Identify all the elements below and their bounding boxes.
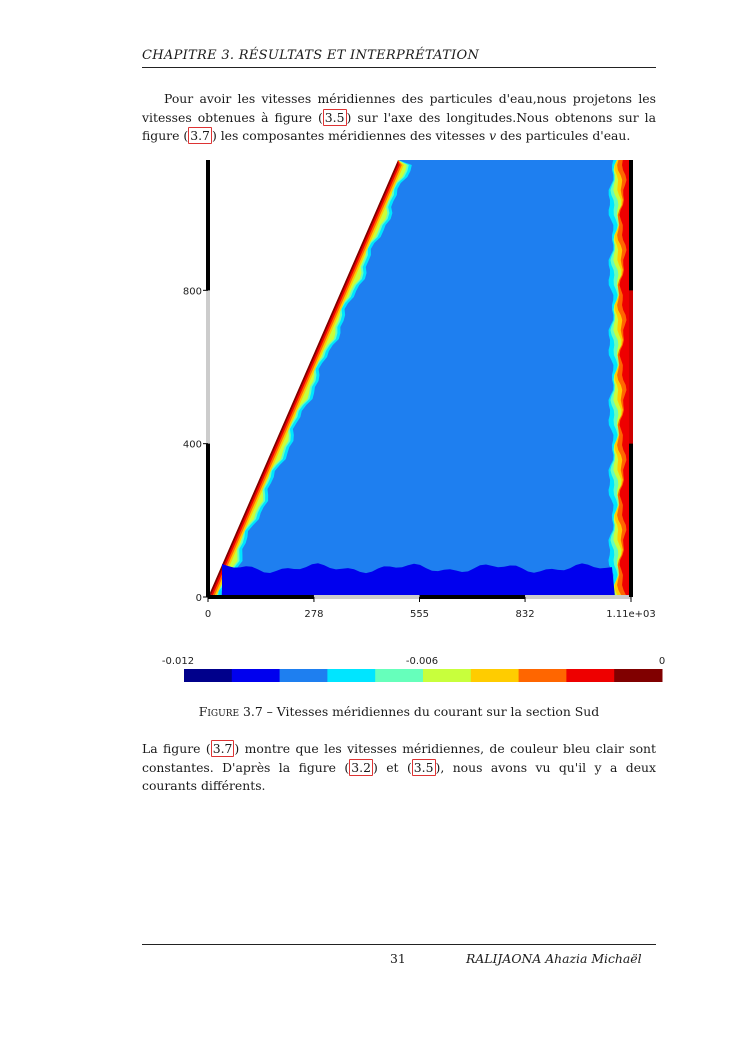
colorbar-swatch (375, 669, 424, 682)
colorbar: -0.012 -0.006 0 (162, 656, 665, 682)
x-tick-label: 0 (205, 609, 211, 620)
author-name: RALIJAONA Ahazia Michaël (466, 951, 642, 966)
colorbar-label: -0.012 (162, 656, 194, 667)
colorbar-swatch (231, 669, 281, 682)
y-tick-label: 0 (196, 593, 202, 604)
text-run: ) montre que les vitesses méridiennes, d… (142, 741, 657, 775)
caption-sep: – (262, 704, 277, 719)
colorbar-swatch (470, 669, 520, 682)
colorbar-swatch (566, 669, 615, 682)
colorbar-label: 0 (659, 656, 665, 667)
text-run: ) sur l'axe des longitudes.Nous obtenons… (142, 109, 656, 144)
figure-link[interactable]: 3.7 (188, 127, 212, 144)
y-tick-label: 800 (183, 286, 202, 297)
x-tick-label: 278 (304, 609, 323, 620)
land-mask (208, 160, 398, 597)
footer-rule (142, 944, 656, 945)
y-tick-label: 400 (183, 440, 202, 451)
plot-area (208, 160, 631, 597)
figure-link[interactable]: 3.7 (210, 740, 235, 757)
text-run: ), nous avons vu qu'il y a deux courants… (142, 759, 656, 794)
figure-caption: Figure 3.7 – Vitesses méridiennes du cou… (142, 704, 656, 719)
x-tick-label: 555 (410, 609, 429, 620)
colorbar-swatch (184, 669, 233, 682)
east-boundary-band (619, 160, 631, 597)
chapter-header: CHAPITRE 3. RÉSULTATS ET INTERPRÉTATION (142, 48, 656, 68)
text-run: La figure ( (142, 741, 211, 756)
colorbar-swatch (327, 669, 376, 682)
velocity-contour-figure: 0 278 555 832 1.11e+03 0 400 800 -0.012 -0.006 0 (162, 160, 665, 682)
text-run: ) et ( (372, 759, 412, 775)
colorbar-swatch (279, 669, 328, 682)
text-run: ) les composantes méridiennes des vitess… (211, 128, 490, 143)
x-tick-label: 1.11e+03 (606, 609, 656, 620)
text-run: Pour avoir les vitesses méridiennes des … (142, 91, 656, 125)
paragraph-discussion: La figure (3.7) montre que les vitesses … (142, 740, 656, 796)
figure-link[interactable]: 3.5 (411, 758, 436, 776)
math-variable: v (489, 128, 497, 143)
interior-region (208, 160, 617, 597)
x-tick-label: 832 (516, 609, 535, 620)
colorbar-swatch (423, 669, 472, 682)
caption-text: Vitesses méridiennes du courant sur la s… (276, 704, 600, 719)
page-number: 31 (390, 951, 406, 966)
axes: 0 278 555 832 1.11e+03 0 400 800 (183, 160, 656, 620)
figure-link[interactable]: 3.5 (322, 108, 347, 126)
colorbar-swatch (518, 669, 567, 682)
paragraph-intro: Pour avoir les vitesses méridiennes des … (142, 90, 656, 146)
caption-label: Figure 3.7 (198, 704, 263, 719)
bottom-layer (222, 563, 615, 597)
text-run: des particules d'eau. (496, 128, 631, 143)
figure-link[interactable]: 3.2 (349, 758, 373, 776)
colorbar-label: -0.006 (406, 656, 438, 667)
west-boundary-band (210, 160, 398, 597)
colorbar-swatch (614, 669, 663, 682)
